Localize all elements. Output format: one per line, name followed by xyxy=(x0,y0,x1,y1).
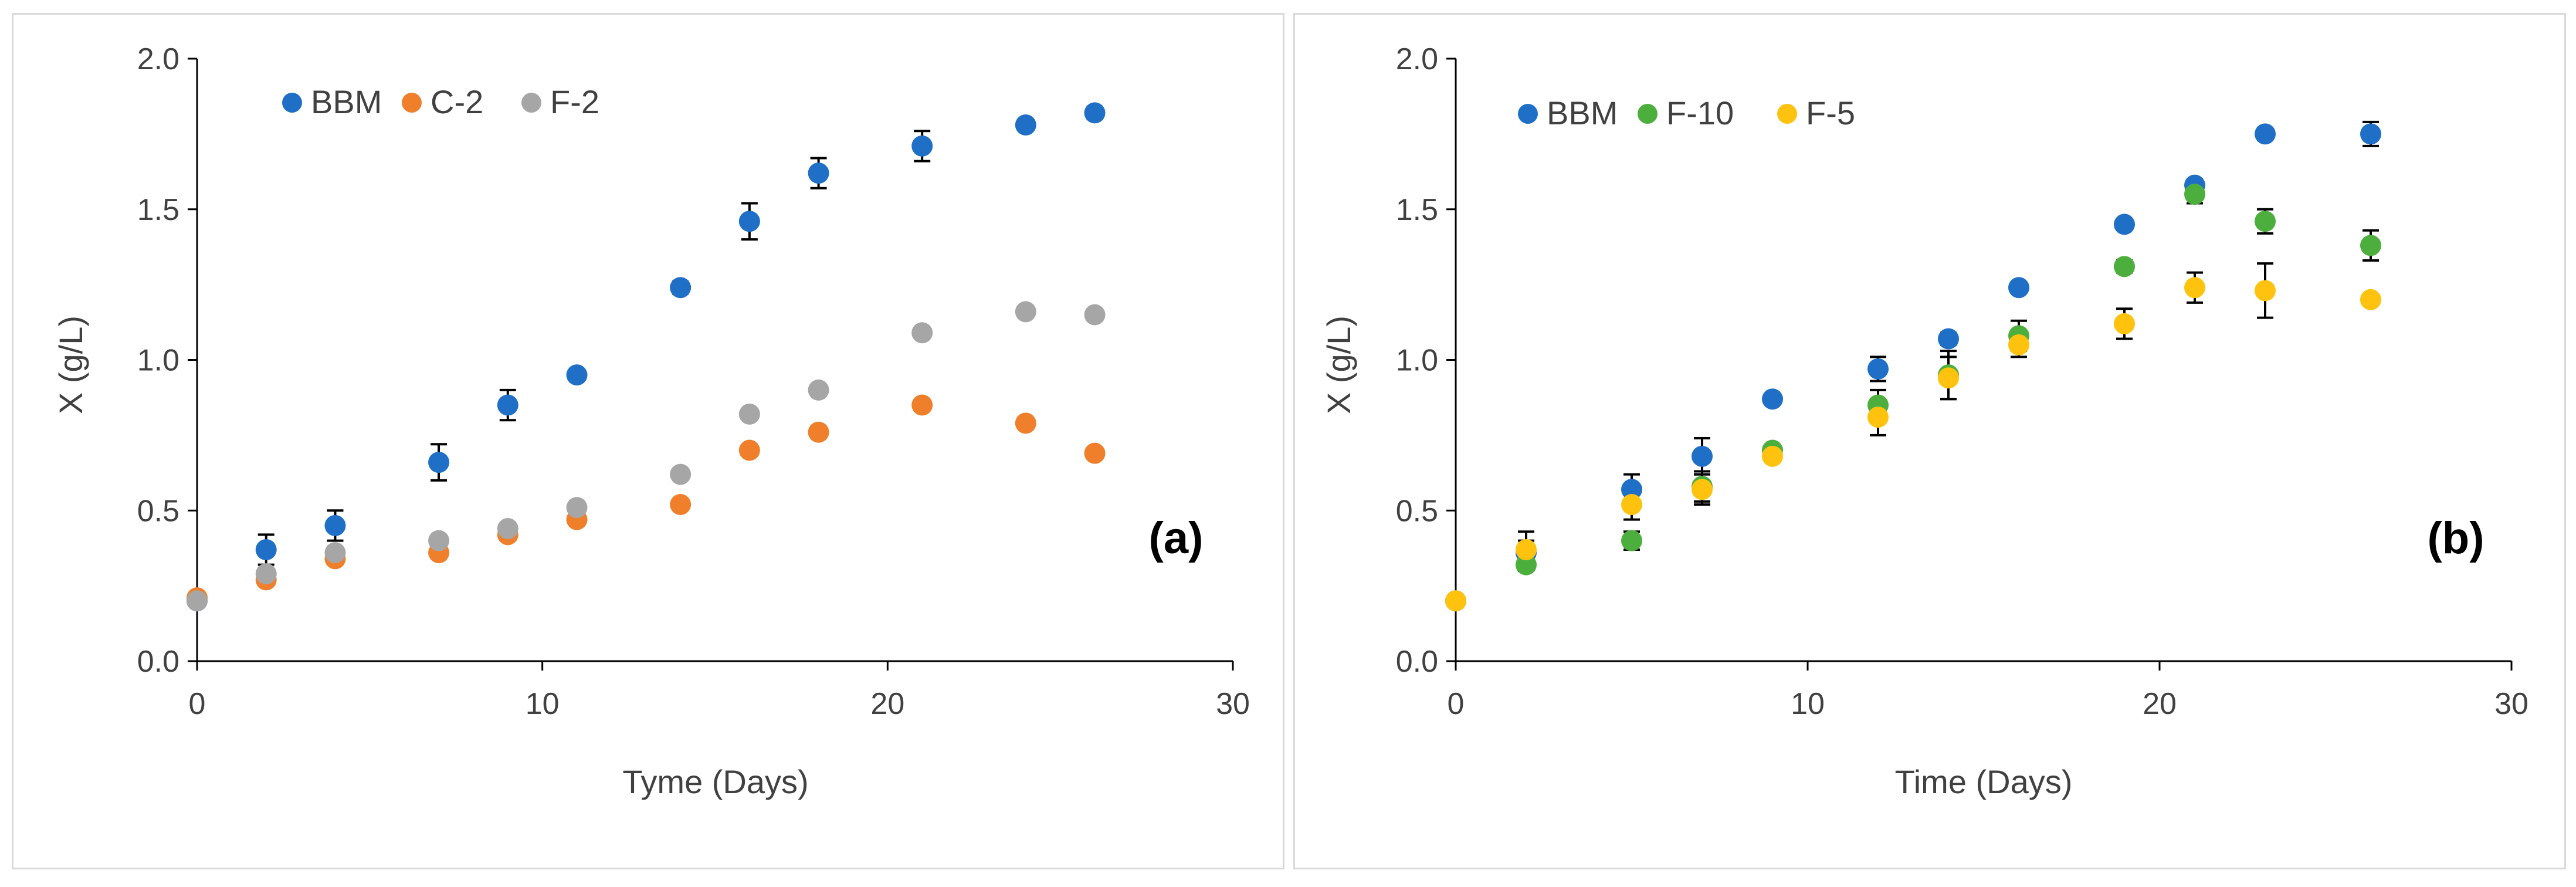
data-point-bbm xyxy=(1867,358,1889,380)
y-tick-label: 2.0 xyxy=(1396,42,1438,76)
y-tick-label: 1.5 xyxy=(137,193,179,227)
data-point-f-10 xyxy=(2184,184,2205,205)
data-point-c-2 xyxy=(738,439,760,461)
x-tick-label: 20 xyxy=(2143,687,2177,721)
data-point-f-5 xyxy=(2114,313,2135,334)
data-point-c-2 xyxy=(1015,412,1036,434)
data-point-f-2 xyxy=(911,322,933,344)
legend-label-c-2: C-2 xyxy=(431,83,483,120)
x-axis-title-b: Time (Days) xyxy=(1895,763,2073,800)
data-point-f-5 xyxy=(1938,367,1959,389)
data-point-f-5 xyxy=(1516,539,1537,561)
data-point-bbm xyxy=(1938,328,1959,350)
data-point-f-5 xyxy=(1621,493,1642,515)
data-point-bbm xyxy=(324,514,346,536)
chart-panel-b: Time (Days) X (g/L) (b) 0.0 0.5 1.0 1.5 2.0 0… xyxy=(1320,42,2528,800)
data-point-bbm xyxy=(2008,277,2029,299)
data-point-bbm xyxy=(255,539,277,561)
legend-label-f-2: F-2 xyxy=(550,83,599,120)
y-axis-title-b: X (g/L) xyxy=(1320,316,1357,414)
data-point-c-2 xyxy=(1084,442,1106,464)
data-point-bbm xyxy=(738,211,760,232)
legend-marker-f-10 xyxy=(1638,104,1658,124)
chart-panel-b-frame xyxy=(1293,13,2566,869)
data-point-c-2 xyxy=(808,421,829,443)
data-point-bbm xyxy=(2114,214,2135,235)
data-point-f-2 xyxy=(566,497,588,519)
data-point-f-10 xyxy=(2114,256,2135,277)
data-point-bbm xyxy=(808,162,829,184)
data-point-f-2 xyxy=(738,403,760,425)
legend-label-f-10: F-10 xyxy=(1666,94,1734,131)
chart-panel-a: Tyme (Days) X (g/L) (a) 0.0 0.5 1.0 1.5 2.0 0… xyxy=(52,42,1250,800)
y-tick-label: 1.0 xyxy=(137,344,179,378)
panel-label-a: (a) xyxy=(1149,513,1204,563)
y-tick-label: 1.5 xyxy=(1396,193,1438,227)
data-point-bbm xyxy=(428,452,450,473)
data-point-f-2 xyxy=(497,518,518,540)
data-point-f-5 xyxy=(2360,289,2381,310)
data-point-f-5 xyxy=(2255,280,2276,302)
data-point-f-5 xyxy=(2184,277,2205,299)
legend-label-bbm: BBM xyxy=(1547,94,1618,131)
y-tick-label: 0.5 xyxy=(137,494,179,528)
data-point-f-2 xyxy=(670,463,692,485)
data-point-bbm xyxy=(497,394,518,416)
data-point-f-5 xyxy=(1762,445,1783,467)
data-point-f-2 xyxy=(1015,301,1036,323)
x-tick-label: 30 xyxy=(2494,687,2528,721)
y-tick-label: 1.0 xyxy=(1396,344,1438,378)
data-point-f-10 xyxy=(1516,554,1537,575)
x-tick-label: 30 xyxy=(1216,687,1250,721)
chart-panel-a-frame xyxy=(12,13,1284,869)
data-point-f-2 xyxy=(1084,304,1106,326)
x-tick-label: 10 xyxy=(526,687,560,721)
legend-label-f-5: F-5 xyxy=(1806,94,1855,131)
data-point-bbm xyxy=(2360,123,2381,145)
data-point-bbm xyxy=(1621,479,1642,500)
data-point-f-5 xyxy=(1867,407,1889,428)
data-point-f-2 xyxy=(808,379,829,401)
data-point-f-10 xyxy=(2255,211,2276,232)
data-point-f-10 xyxy=(1621,530,1642,551)
x-tick-label: 20 xyxy=(870,687,904,721)
data-point-f-5 xyxy=(1445,590,1466,612)
panel-label-b: (b) xyxy=(2427,513,2484,563)
y-axis-title-a: X (g/L) xyxy=(52,316,89,414)
data-point-bbm xyxy=(1762,388,1783,410)
data-point-f-2 xyxy=(324,542,346,564)
data-point-bbm xyxy=(2255,123,2276,145)
y-tick-label: 2.0 xyxy=(137,42,179,76)
data-point-f-5 xyxy=(1692,479,1713,500)
data-point-f-2 xyxy=(428,530,450,551)
data-point-bbm xyxy=(566,364,588,386)
legend-marker-f-5 xyxy=(1777,104,1797,124)
data-point-bbm xyxy=(1692,445,1713,467)
legend-marker-bbm xyxy=(1518,104,1538,124)
y-tick-label: 0.0 xyxy=(1396,645,1438,679)
data-point-f-5 xyxy=(2008,334,2029,356)
x-tick-label: 0 xyxy=(189,687,206,721)
data-point-bbm xyxy=(670,277,692,299)
data-point-bbm xyxy=(1015,114,1036,136)
data-point-f-2 xyxy=(255,563,277,585)
data-point-c-2 xyxy=(911,394,933,416)
data-point-f-10 xyxy=(2360,235,2381,256)
x-tick-label: 10 xyxy=(1791,687,1825,721)
legend-label-bbm: BBM xyxy=(311,83,382,120)
legend-marker-bbm xyxy=(282,93,302,113)
legend-marker-f-2 xyxy=(521,93,541,113)
data-point-f-2 xyxy=(187,590,208,612)
x-tick-label: 0 xyxy=(1448,687,1465,721)
x-axis-title-a: Tyme (Days) xyxy=(622,763,808,800)
data-point-bbm xyxy=(1084,102,1106,124)
data-point-bbm xyxy=(911,135,933,157)
legend-marker-c-2 xyxy=(402,93,422,113)
y-tick-label: 0.0 xyxy=(137,645,179,679)
y-tick-label: 0.5 xyxy=(1396,494,1438,528)
data-point-c-2 xyxy=(670,493,692,515)
